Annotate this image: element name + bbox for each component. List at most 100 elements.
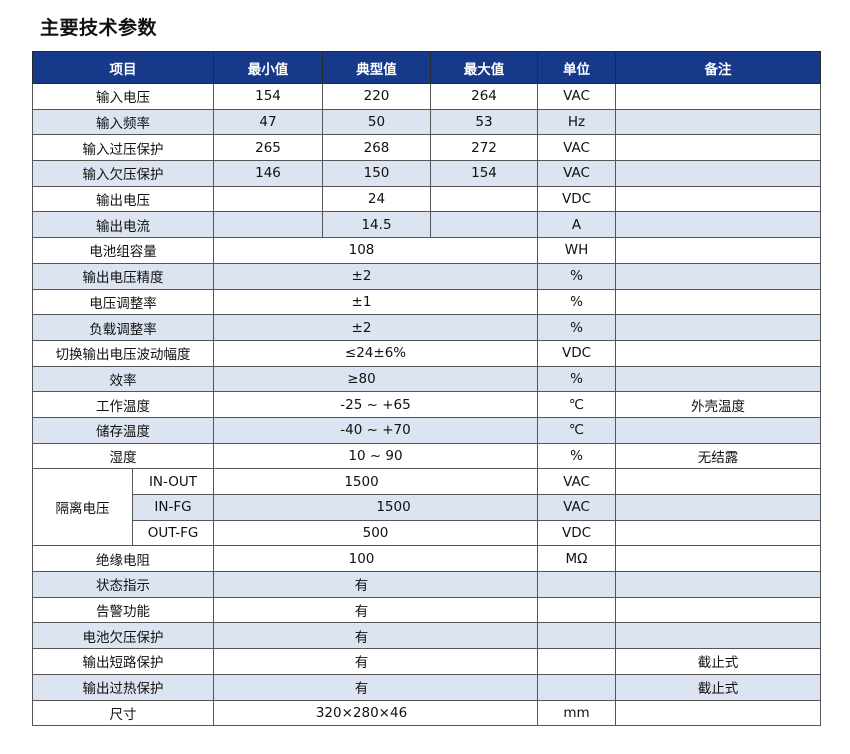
table-row: 输出电压精度 ±2 % [32, 262, 821, 290]
table-row: 效率 ≥80 % [32, 365, 821, 393]
row-label: 输出过热保护 [32, 673, 214, 701]
row-label: 输出短路保护 [32, 648, 214, 675]
row-label-isolation: 隔离电压 [32, 468, 133, 547]
cell-note [615, 237, 821, 264]
cell-note [615, 288, 821, 316]
row-label: 湿度 [32, 442, 214, 470]
table-row: 切换输出电压波动幅度 ≤24±6% VDC [32, 339, 821, 367]
cell-value: 320×280×46 [213, 699, 538, 727]
value-text: 有 [354, 629, 369, 646]
cell-note [615, 134, 821, 162]
table-row: 输出过热保护 有 截止式 [32, 673, 821, 701]
row-label: 输出电压 [32, 185, 214, 213]
cell-value: ≤24±6% [213, 339, 538, 367]
cell-note [615, 339, 821, 367]
row-label: 效率 [32, 365, 214, 393]
cell-typ: 14.5 [322, 211, 431, 239]
cell-unit: ℃ [537, 391, 616, 418]
sub-label: OUT-FG [132, 519, 214, 547]
row-label: 切换输出电压波动幅度 [32, 339, 214, 367]
cell-value: ≥80 [213, 365, 538, 393]
table-row: 输出短路保护 有 截止式 [32, 648, 821, 675]
cell-unit: mm [537, 699, 616, 727]
cell-note [615, 185, 821, 213]
value-text: ±2 [351, 268, 372, 285]
table-row: 输入欠压保护 146 150 154 VAC [32, 160, 821, 187]
table-row: IN-FG 1500 VAC [33, 494, 821, 521]
table-row: 尺寸 320×280×46 mm [32, 699, 821, 727]
value-text: 100 [348, 550, 375, 567]
cell-max: 53 [430, 108, 538, 136]
table-row: 输入频率 47 50 53 Hz [32, 108, 821, 136]
row-label: 输入频率 [32, 108, 214, 136]
table-row: 告警功能 有 [32, 596, 821, 624]
cell-note [615, 365, 821, 393]
table-row: 湿度 10 ~ 90 % 无结露 [32, 442, 821, 470]
cell-value: 500 [213, 519, 538, 547]
value-text: 有 [354, 578, 369, 595]
cell-unit: VAC [537, 134, 616, 162]
sub-label: IN-FG [132, 494, 214, 521]
cell-note [615, 314, 821, 341]
cell-unit [537, 622, 616, 650]
cell-note [615, 622, 821, 650]
spec-table: 项目 最小值 典型值 最大值 单位 备注 输入电压 154 220 264 VA… [32, 51, 821, 727]
table-row: 输出电压 24 VDC [32, 185, 821, 213]
cell-value: 1500 [213, 468, 538, 495]
table-row: 隔离电压 IN-OUT 1500 VAC [32, 468, 821, 547]
row-label: 告警功能 [32, 596, 214, 624]
row-label: 工作温度 [32, 391, 214, 418]
row-label: 输入过压保护 [32, 134, 214, 162]
cell-max [430, 185, 538, 213]
cell-unit: WH [537, 237, 616, 264]
cell-value: 10 ~ 90 [213, 442, 538, 470]
cell-value: 有 [213, 648, 538, 675]
cell-value: -25 ~ +65 [213, 391, 538, 418]
cell-max [430, 211, 538, 239]
row-label: 电压调整率 [32, 288, 214, 316]
cell-note [615, 699, 821, 727]
header-min: 最小值 [213, 51, 323, 84]
cell-min: 265 [213, 134, 323, 162]
cell-note [615, 108, 821, 136]
cell-note [615, 596, 821, 624]
cell-min: 146 [213, 160, 323, 187]
row-label: 输入电压 [32, 83, 214, 110]
row-label: 输入欠压保护 [32, 160, 214, 187]
table-header-row: 项目 最小值 典型值 最大值 单位 备注 [32, 51, 821, 84]
cell-value: 有 [213, 571, 538, 598]
row-label: 电池欠压保护 [32, 622, 214, 650]
cell-note [615, 83, 821, 110]
cell-note [615, 494, 821, 521]
value-text: 108 [348, 242, 375, 259]
cell-note: 无结露 [615, 442, 821, 470]
value-text: 有 [354, 655, 369, 672]
cell-typ: 268 [322, 134, 431, 162]
value-text: 320×280×46 [315, 704, 408, 721]
header-unit: 单位 [537, 51, 616, 84]
cell-unit: VDC [537, 519, 616, 547]
cell-unit: % [537, 314, 616, 341]
header-note: 备注 [615, 51, 821, 84]
cell-unit [537, 596, 616, 624]
cell-min: 47 [213, 108, 323, 136]
cell-min: 154 [213, 83, 323, 110]
cell-max: 264 [430, 83, 538, 110]
table-row: 工作温度 -25 ~ +65 ℃ 外壳温度 [32, 391, 821, 418]
cell-unit: A [537, 211, 616, 239]
header-typ: 典型值 [322, 51, 431, 84]
table-row: 绝缘电阻 100 MΩ [32, 545, 821, 573]
cell-value: 1500 [213, 494, 538, 521]
cell-note [615, 416, 821, 444]
cell-typ: 24 [322, 185, 431, 213]
cell-typ: 50 [322, 108, 431, 136]
cell-max: 154 [430, 160, 538, 187]
cell-unit: Hz [537, 108, 616, 136]
cell-unit: % [537, 442, 616, 470]
value-text: 1500 [344, 473, 379, 490]
cell-note: 截止式 [615, 648, 821, 675]
header-item: 项目 [32, 51, 214, 84]
cell-unit: % [537, 262, 616, 290]
table-row: 负载调整率 ±2 % [32, 314, 821, 341]
table-row: OUT-FG 500 VDC [33, 519, 821, 547]
